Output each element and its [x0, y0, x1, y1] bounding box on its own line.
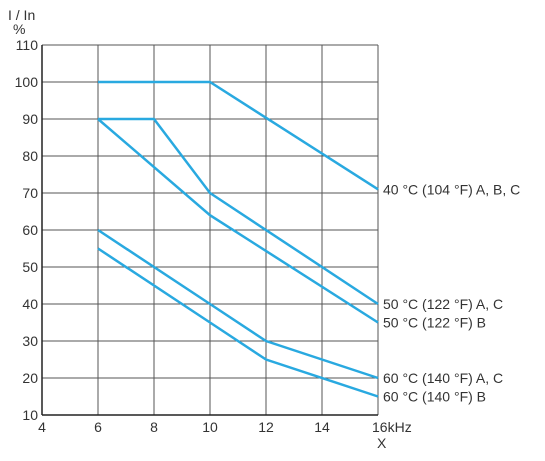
- y-axis-label-line1: I / In: [8, 7, 35, 23]
- y-tick-label-70: 70: [22, 185, 38, 201]
- series-label-2: 50 °C (122 °F) A, C: [383, 296, 503, 312]
- series-labels: 40 °C (104 °F) A, B, C 50 °C (122 °F) A, …: [383, 181, 520, 404]
- x-tick-label-10: 10: [202, 419, 218, 435]
- grid: [41, 44, 379, 416]
- x-tick-label-16: 16kHz: [372, 419, 412, 435]
- x-axis-label: X: [377, 435, 387, 451]
- x-unit-label: kHz: [388, 419, 412, 435]
- y-tick-label-10: 10: [22, 407, 38, 423]
- x-tick-label-4: 4: [38, 419, 46, 435]
- x-tick-label-8: 8: [150, 419, 158, 435]
- series-line-1: [98, 80, 379, 191]
- series-line-4: [97, 228, 379, 380]
- y-axis-label-line2: %: [13, 21, 25, 37]
- x-tick-label-12: 12: [258, 419, 274, 435]
- series-line-5: [97, 247, 379, 398]
- y-tick-label-50: 50: [22, 259, 38, 275]
- series-label-4: 60 °C (140 °F) A, C: [383, 370, 503, 386]
- x-tick-label-6: 6: [94, 419, 102, 435]
- y-tick-label-90: 90: [22, 111, 38, 127]
- y-tick-labels: 10 20 30 40 50 60 70 80 90 100 110: [15, 37, 39, 423]
- series-line-2: [98, 117, 379, 306]
- y-tick-label-30: 30: [22, 333, 38, 349]
- series-label-1: 40 °C (104 °F) A, B, C: [383, 181, 520, 197]
- axes: [41, 45, 378, 416]
- y-tick-label-20: 20: [22, 370, 38, 386]
- series-label-3: 50 °C (122 °F) B: [383, 315, 486, 331]
- y-tick-label-80: 80: [22, 148, 38, 164]
- y-tick-label-40: 40: [22, 296, 38, 312]
- x-tick-label-14: 14: [314, 419, 330, 435]
- y-tick-label-100: 100: [15, 74, 39, 90]
- series-label-5: 60 °C (140 °F) B: [383, 389, 486, 405]
- y-tick-label-110: 110: [16, 37, 39, 53]
- series-line-3: [97, 118, 379, 324]
- series-lines: [97, 80, 379, 398]
- y-tick-label-60: 60: [22, 222, 38, 238]
- x-tick-labels: 4 6 8 10 12 14 16kHz: [38, 419, 412, 435]
